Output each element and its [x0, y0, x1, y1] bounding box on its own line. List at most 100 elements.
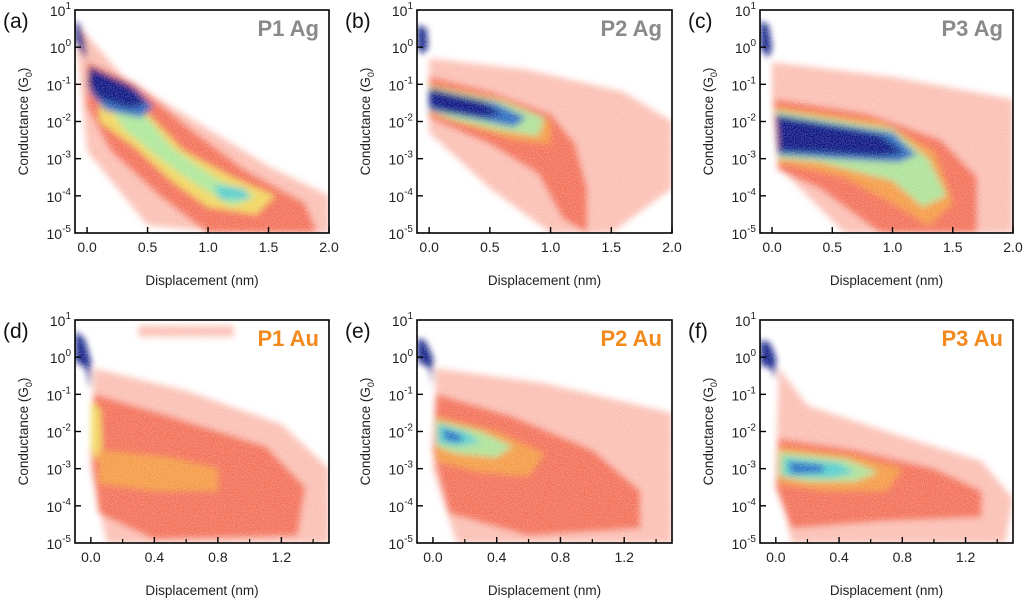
- x-tick-label: 0.5: [480, 239, 500, 255]
- x-tick-label: 0.4: [487, 549, 507, 565]
- density-heatmap: [417, 10, 672, 233]
- y-tick-label: 100: [50, 348, 72, 366]
- noise-texture: [417, 10, 672, 233]
- y-tick-label: 100: [735, 38, 757, 56]
- y-tick-label: 101: [735, 1, 757, 19]
- density-heatmap: [75, 320, 329, 543]
- x-axis-title: Displacement (nm): [830, 273, 943, 288]
- panel-f: 0.0 0.4 0.8 1.2 101 100 10-1 10-2 10-3 10-4 10-5 Di…: [688, 311, 1014, 598]
- y-tick-label: 10-1: [389, 385, 414, 403]
- y-tick-label: 100: [392, 38, 414, 56]
- sample-label: P2 Au: [600, 326, 662, 351]
- noise-texture: [760, 320, 1013, 543]
- y-tick-label: 10-3: [389, 460, 414, 478]
- y-tick-label: 10-3: [47, 150, 72, 168]
- x-tick-label: 0.0: [77, 239, 97, 255]
- density-heatmap: [75, 10, 329, 233]
- x-axis-title: Displacement (nm): [488, 273, 601, 288]
- y-tick-label: 10-2: [389, 113, 414, 131]
- sample-label: P3 Au: [941, 326, 1003, 351]
- y-tick-label: 10-2: [47, 113, 72, 131]
- panel-a: 0.0 0.5 1.0 1.5 2.0 101 100 10-1 10-2 10-3 10-4 10-…: [3, 1, 339, 288]
- x-tick-label: 1.0: [198, 239, 218, 255]
- panel-c: 0.0 0.5 1.0 1.5 2.0 101 100 10-1 10-2 10-3 10-4 10-…: [688, 1, 1023, 288]
- x-tick-label: 2.0: [1003, 239, 1023, 255]
- panel-e: 0.0 0.4 0.8 1.2 101 100 10-1 10-2 10-3 10-4 10-5 Di…: [345, 311, 673, 598]
- noise-texture: [417, 320, 672, 543]
- x-tick-label: 2.0: [319, 239, 339, 255]
- y-tick-label: 10-4: [389, 497, 414, 515]
- x-axis-title: Displacement (nm): [145, 583, 258, 598]
- x-tick-label: 0.8: [208, 549, 228, 565]
- x-tick-label: 1.2: [614, 549, 634, 565]
- y-axis-title: Conductance (G0): [358, 378, 376, 486]
- y-axis-title: Conductance (G0): [701, 68, 719, 176]
- sample-label: P2 Ag: [600, 16, 662, 41]
- x-axis-title: Displacement (nm): [488, 583, 601, 598]
- x-tick-label: 0.5: [138, 239, 158, 255]
- noise-texture: [760, 10, 1013, 233]
- y-tick-label: 101: [50, 311, 72, 329]
- y-tick-label: 10-5: [732, 534, 757, 552]
- y-tick-label: 101: [392, 311, 414, 329]
- sample-label: P1 Au: [257, 326, 319, 351]
- panel-letter: (d): [3, 320, 29, 343]
- x-tick-label: 0.0: [423, 549, 443, 565]
- y-axis-title: Conductance (G0): [701, 378, 719, 486]
- y-tick-label: 10-1: [732, 385, 757, 403]
- panel-d: 0.0 0.4 0.8 1.2 101 100 10-1 10-2 10-3 10-4 10-5 Di…: [3, 311, 330, 598]
- x-tick-label: 0.8: [551, 549, 571, 565]
- x-tick-label: 1.5: [943, 239, 963, 255]
- panel-letter: (f): [688, 320, 708, 343]
- x-axis-title: Displacement (nm): [145, 273, 258, 288]
- x-tick-label: 1.5: [602, 239, 622, 255]
- y-tick-label: 10-1: [47, 75, 72, 93]
- x-tick-label: 1.2: [956, 549, 976, 565]
- x-tick-label: 0.4: [829, 549, 849, 565]
- density-heatmap: [760, 10, 1013, 233]
- x-tick-label: 2.0: [662, 239, 682, 255]
- y-axis-title: Conductance (G0): [16, 68, 34, 176]
- density-heatmap: [760, 320, 1013, 543]
- y-tick-label: 10-2: [389, 423, 414, 441]
- sample-label: P3 Ag: [941, 16, 1003, 41]
- x-tick-label: 1.5: [259, 239, 279, 255]
- y-axis-title: Conductance (G0): [16, 378, 34, 486]
- y-tick-label: 100: [735, 348, 757, 366]
- y-tick-label: 10-3: [47, 460, 72, 478]
- y-tick-label: 10-1: [389, 75, 414, 93]
- y-tick-label: 10-2: [732, 423, 757, 441]
- y-tick-label: 10-2: [732, 113, 757, 131]
- y-tick-label: 10-1: [47, 385, 72, 403]
- y-tick-label: 10-5: [732, 224, 757, 242]
- y-tick-label: 10-3: [732, 460, 757, 478]
- x-tick-label: 0.0: [419, 239, 439, 255]
- y-tick-label: 101: [392, 1, 414, 19]
- panel-letter: (c): [688, 10, 713, 33]
- y-tick-label: 10-1: [732, 75, 757, 93]
- y-tick-label: 100: [50, 38, 72, 56]
- y-tick-label: 10-4: [389, 187, 414, 205]
- x-axis-title: Displacement (nm): [830, 583, 943, 598]
- y-tick-label: 10-5: [47, 224, 72, 242]
- x-tick-label: 0.0: [766, 549, 786, 565]
- noise-texture: [75, 320, 329, 543]
- density-heatmap: [417, 320, 672, 543]
- y-tick-label: 10-4: [732, 497, 757, 515]
- y-tick-label: 10-3: [389, 150, 414, 168]
- panel-b: 0.0 0.5 1.0 1.5 2.0 101 100 10-1 10-2 10-3 10-4 10-…: [345, 1, 682, 288]
- y-tick-label: 100: [392, 348, 414, 366]
- y-axis-title: Conductance (G0): [358, 68, 376, 176]
- y-tick-label: 10-4: [732, 187, 757, 205]
- y-tick-label: 10-5: [389, 534, 414, 552]
- x-tick-label: 0.5: [823, 239, 843, 255]
- panel-letter: (e): [345, 320, 371, 343]
- x-tick-label: 0.0: [81, 549, 101, 565]
- y-tick-label: 10-5: [389, 224, 414, 242]
- y-tick-label: 10-3: [732, 150, 757, 168]
- x-tick-label: 0.4: [145, 549, 165, 565]
- x-tick-label: 1.0: [541, 239, 561, 255]
- x-tick-label: 0.0: [762, 239, 782, 255]
- y-tick-label: 10-5: [47, 534, 72, 552]
- y-tick-label: 10-4: [47, 497, 72, 515]
